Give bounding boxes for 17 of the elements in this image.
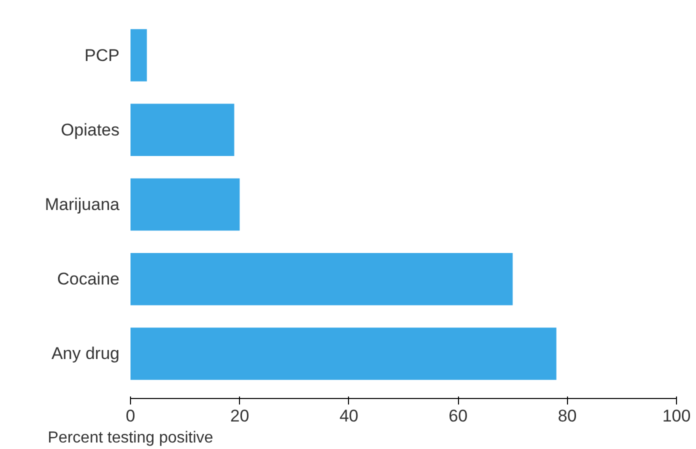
y-tick-label: Marijuana — [44, 195, 120, 214]
x-tick-label: 20 — [230, 406, 250, 426]
x-tick-label: 0 — [126, 406, 136, 426]
bar — [130, 253, 513, 306]
x-tick-label: 40 — [339, 406, 358, 426]
y-tick-label: Any drug — [51, 344, 120, 364]
x-tick-label: 80 — [558, 406, 577, 426]
x-tick-label: 100 — [662, 406, 691, 426]
x-axis-title: Percent testing positive — [48, 430, 214, 446]
y-tick-label: PCP — [84, 46, 120, 65]
y-tick-label: Opiates — [60, 120, 120, 140]
bar — [130, 104, 234, 156]
x-tick-label: 60 — [448, 406, 468, 426]
y-tick-label: Cocaine — [57, 270, 120, 289]
bar — [130, 178, 240, 231]
bar — [130, 29, 147, 82]
bar — [130, 328, 556, 380]
